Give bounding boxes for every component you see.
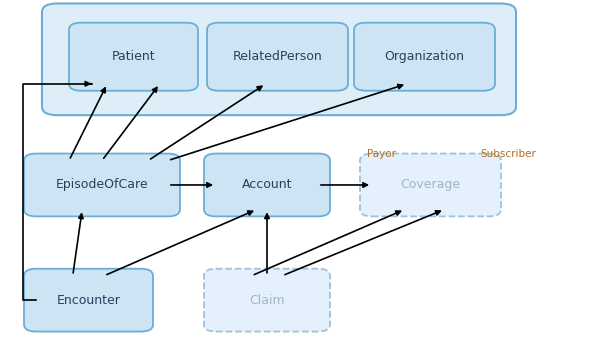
Text: Coverage: Coverage	[400, 178, 461, 192]
Text: Subscriber: Subscriber	[480, 149, 536, 158]
FancyBboxPatch shape	[42, 3, 516, 115]
Text: EpisodeOfCare: EpisodeOfCare	[56, 178, 148, 192]
FancyBboxPatch shape	[207, 23, 348, 91]
Text: RelatedPerson: RelatedPerson	[233, 50, 322, 63]
FancyBboxPatch shape	[360, 154, 501, 216]
Text: Claim: Claim	[249, 294, 285, 307]
Text: Patient: Patient	[112, 50, 155, 63]
Text: Account: Account	[242, 178, 292, 192]
Text: Encounter: Encounter	[56, 294, 121, 307]
Text: Organization: Organization	[385, 50, 464, 63]
FancyBboxPatch shape	[24, 154, 180, 216]
FancyBboxPatch shape	[204, 154, 330, 216]
FancyBboxPatch shape	[24, 269, 153, 332]
Text: Payor: Payor	[367, 149, 396, 158]
FancyBboxPatch shape	[69, 23, 198, 91]
FancyBboxPatch shape	[354, 23, 495, 91]
FancyBboxPatch shape	[204, 269, 330, 332]
